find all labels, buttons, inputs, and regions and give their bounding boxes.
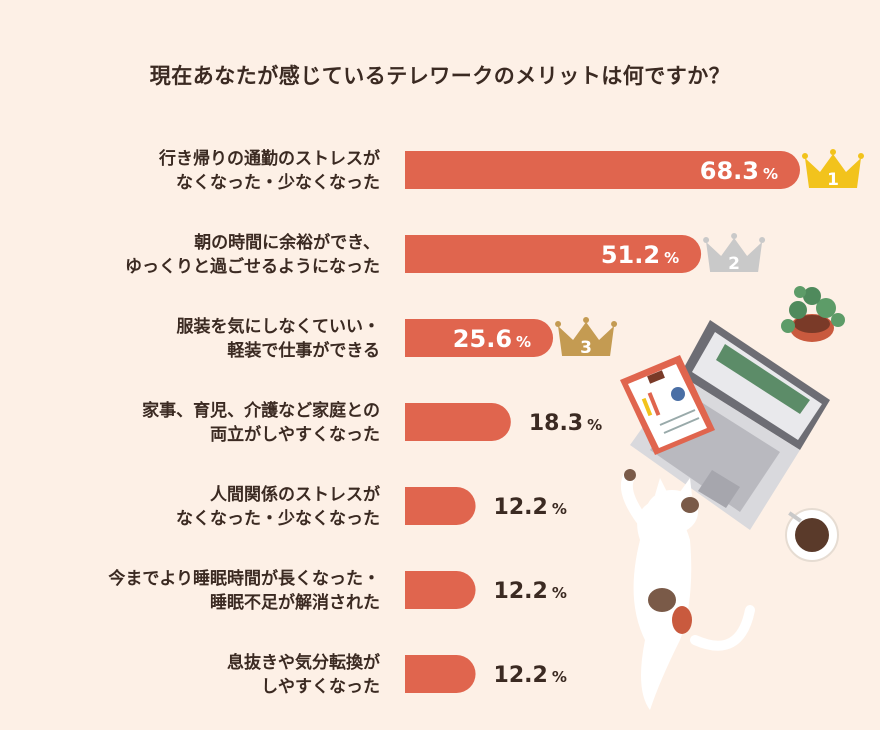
category-label: 両立がしやすくなった xyxy=(210,424,380,445)
data-label: 12.2% xyxy=(494,579,567,604)
bar xyxy=(405,151,800,189)
bar xyxy=(405,403,511,441)
data-label: 68.3% xyxy=(700,157,778,185)
coffee-cup-icon xyxy=(785,508,839,562)
category-label: 今までより睡眠時間が長くなった・ xyxy=(108,568,380,589)
cat-illustration xyxy=(621,469,755,710)
rank-number: 1 xyxy=(827,170,839,190)
category-label: 睡眠不足が解消された xyxy=(210,592,380,613)
category-label: 家事、育児、介護など家庭との xyxy=(142,400,380,421)
chart-title: 現在あなたが感じているテレワークのメリットは何ですか？ xyxy=(149,64,731,88)
bar xyxy=(405,319,554,357)
category-label: 軽装で仕事ができる xyxy=(227,340,380,361)
category-label: 服装を気にしなくていい・ xyxy=(177,316,381,337)
data-label: 12.2% xyxy=(494,663,567,688)
category-label: しやすくなった xyxy=(261,677,380,697)
bar xyxy=(405,235,702,273)
data-label: 51.2% xyxy=(601,241,679,269)
category-label: 行き帰りの通勤のストレスが xyxy=(158,148,380,169)
bar xyxy=(405,655,476,694)
category-label: なくなった・少なくなった xyxy=(176,509,380,529)
rank-crown-icon-2: 2 xyxy=(703,233,766,274)
data-label: 18.3% xyxy=(529,411,602,436)
plant-icon xyxy=(781,286,845,342)
data-label: 25.6% xyxy=(453,325,531,353)
category-label: なくなった・少なくなった xyxy=(176,173,380,193)
laptop-cat-illustration xyxy=(620,286,845,710)
rank-crown-icon-3: 3 xyxy=(555,317,618,358)
category-label: 人間関係のストレスが xyxy=(210,484,380,505)
bar xyxy=(405,487,476,525)
rank-crown-icon-1: 1 xyxy=(802,149,864,190)
category-label: ゆっくりと過ごせるようになった xyxy=(125,256,380,277)
category-label: 朝の時間に余裕ができ、 xyxy=(194,232,380,253)
category-label: 息抜きや気分転換が xyxy=(227,652,380,673)
rank-number: 3 xyxy=(580,338,592,358)
bar xyxy=(405,571,476,609)
document-icon xyxy=(620,355,715,455)
data-label: 12.2% xyxy=(494,495,567,520)
rank-number: 2 xyxy=(728,254,740,274)
